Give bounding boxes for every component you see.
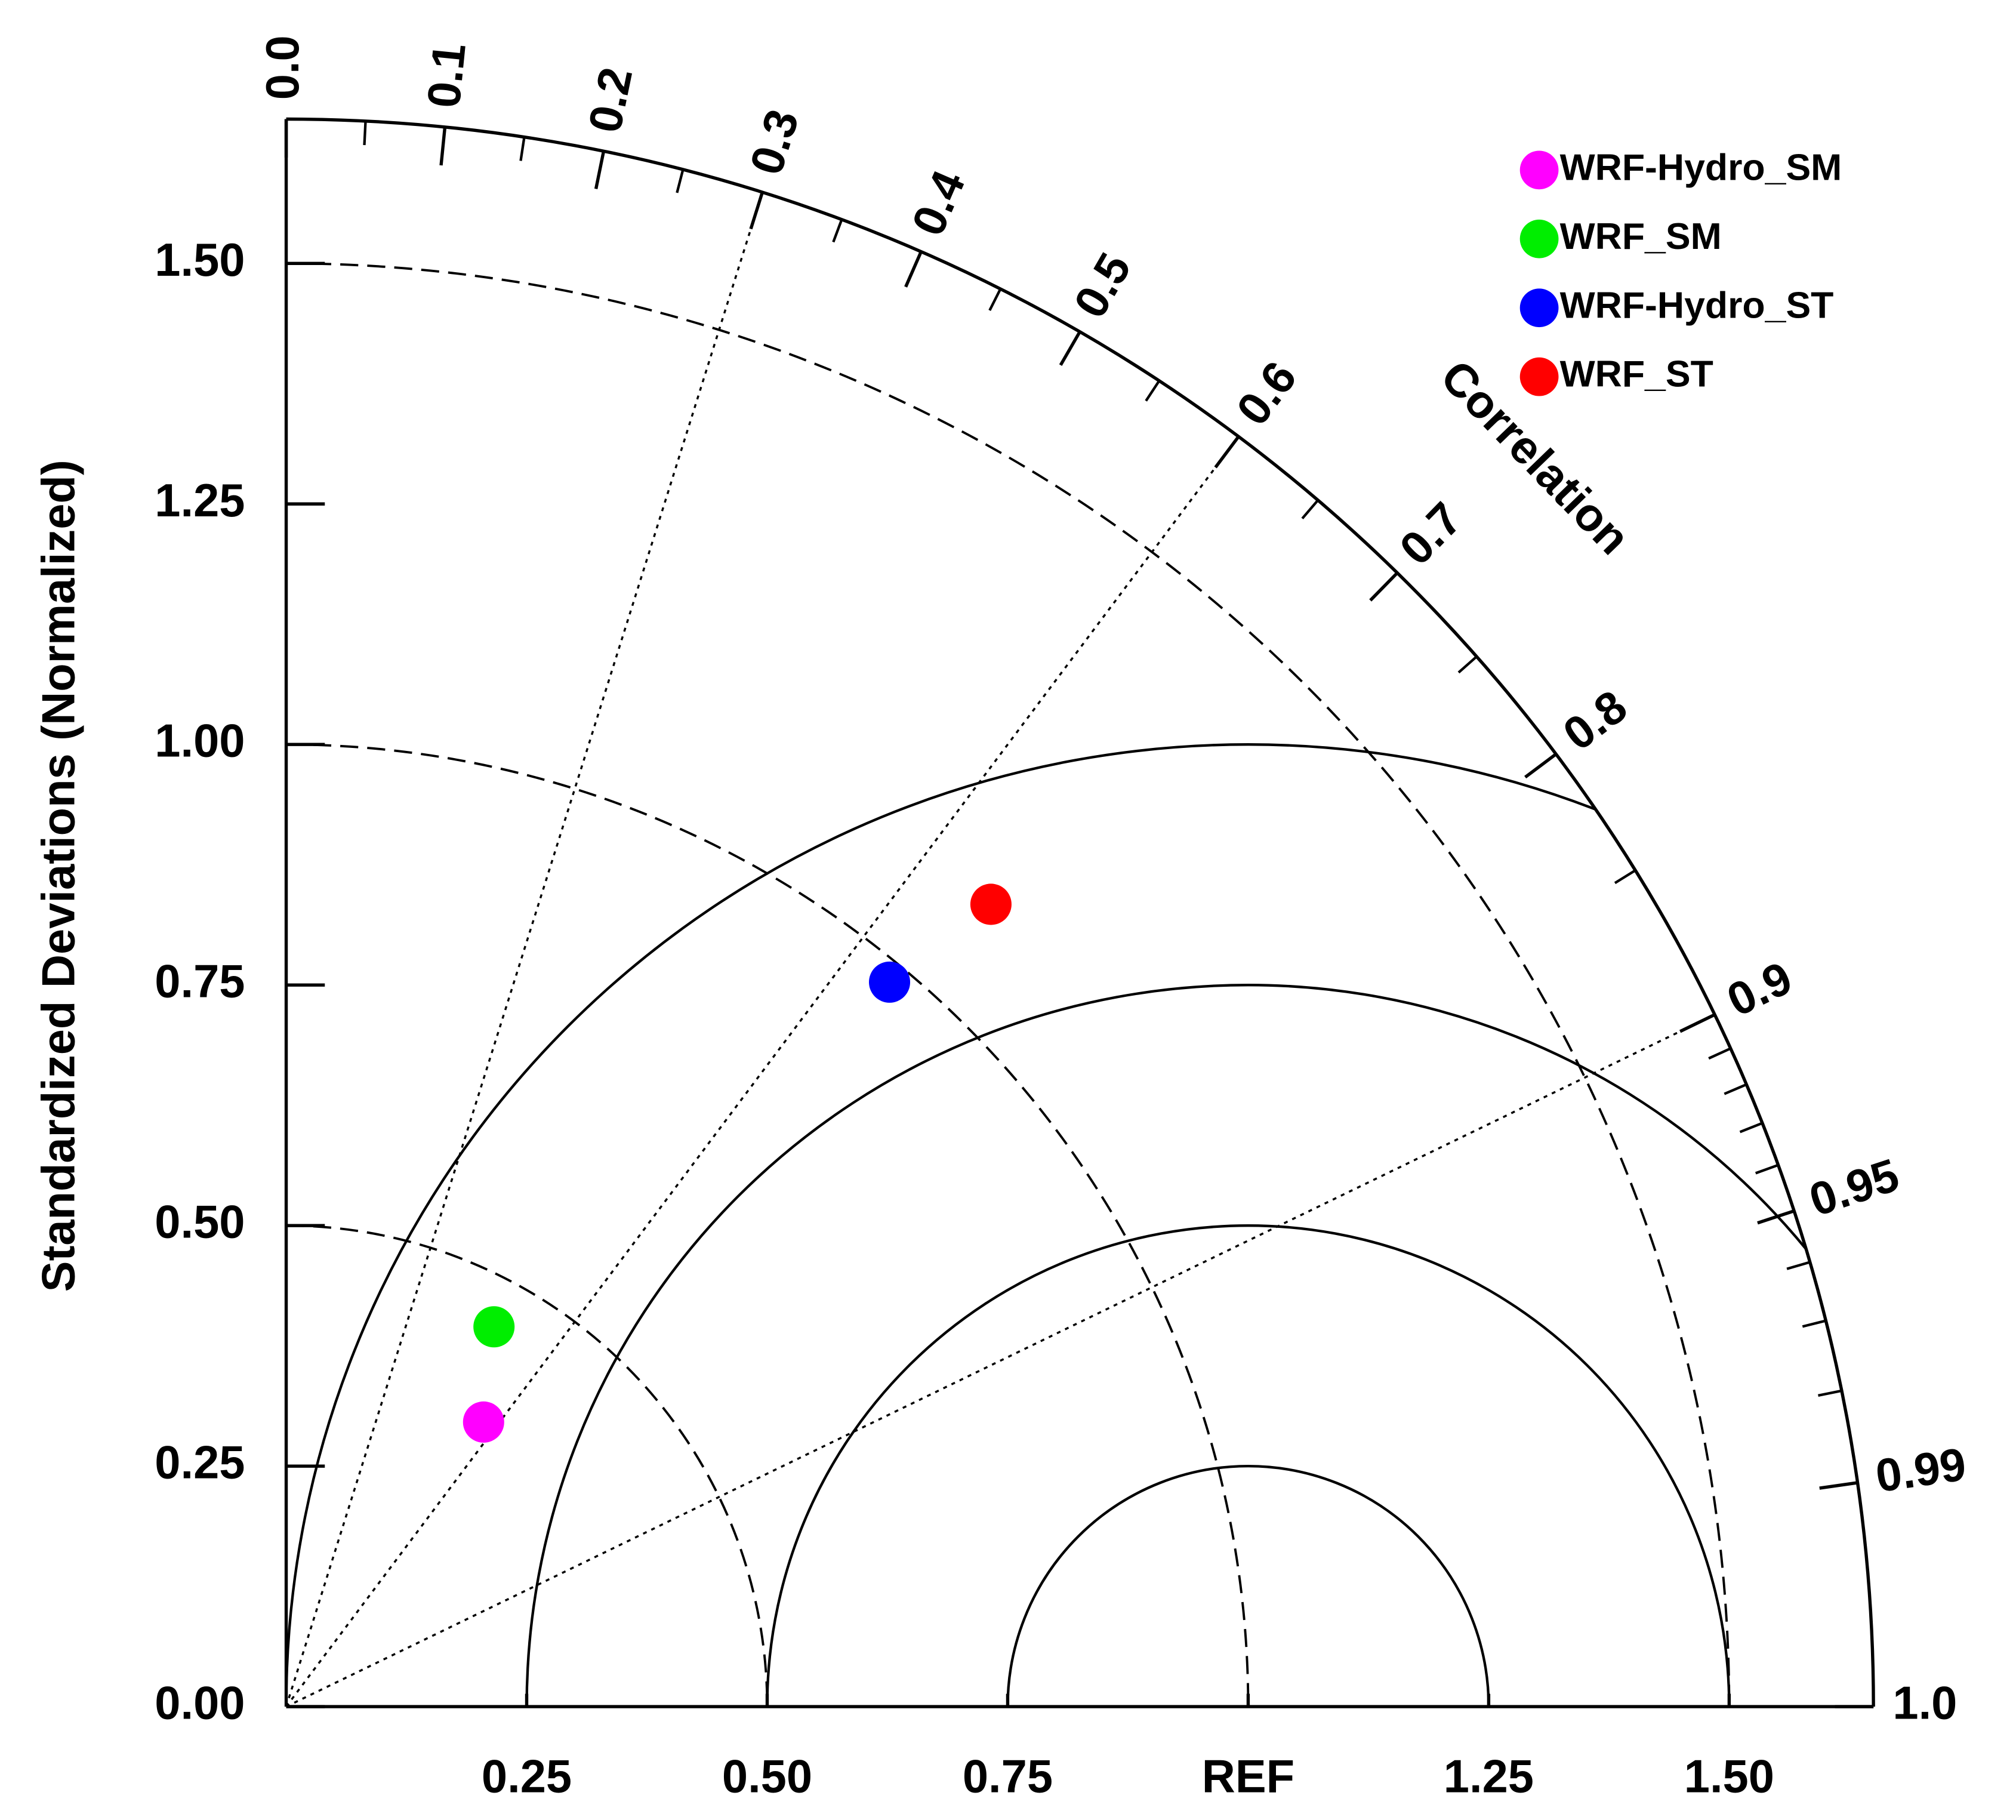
corr-minor-tick	[519, 137, 526, 161]
corr-tick-label: 0.6	[1227, 352, 1307, 435]
corr-tick	[1369, 571, 1399, 602]
corr-minor-tick	[363, 121, 367, 146]
rms-arc	[525, 984, 1874, 1707]
corr-minor-tick	[1802, 1319, 1826, 1328]
std-arc	[286, 262, 1731, 1707]
corr-minor-tick	[676, 169, 685, 193]
y-tick-label: 0.25	[155, 1437, 245, 1489]
legend-label: WRF_ST	[1560, 353, 1713, 395]
corr-tick-label: 0.3	[741, 104, 809, 181]
y-tick-label: 1.25	[155, 475, 245, 526]
corr-minor-tick	[1145, 380, 1161, 402]
corr-tick	[904, 251, 923, 288]
legend-label: WRF_SM	[1560, 215, 1722, 257]
std-arc	[286, 743, 1250, 1707]
corr-minor-tick	[1786, 1261, 1811, 1270]
corr-tick	[1819, 1481, 1858, 1490]
rms-arc	[1006, 1464, 1490, 1707]
legend-marker	[1519, 219, 1559, 258]
corr-tick-label: 0.99	[1873, 1439, 1969, 1502]
corr-line	[285, 192, 764, 1707]
corr-tick-label: 0.0	[257, 35, 309, 100]
corr-tick-label: 1.0	[1892, 1678, 1957, 1729]
x-tick-label: REF	[1202, 1751, 1294, 1803]
corr-tick-label: 0.2	[579, 63, 642, 137]
data-point	[463, 1401, 504, 1443]
rms-arc	[766, 1224, 1731, 1707]
legend-marker	[1519, 288, 1559, 328]
x-tick-label: 1.50	[1684, 1751, 1774, 1803]
corr-tick-label: 0.9	[1719, 952, 1800, 1026]
x-tick-label: 0.75	[963, 1751, 1053, 1803]
y-tick-label: 0.75	[155, 956, 245, 1008]
std-arc	[286, 1224, 769, 1707]
rms-arc	[286, 743, 1874, 1707]
corr-tick-label: 0.8	[1554, 680, 1636, 760]
corr-minor-tick	[1739, 1122, 1763, 1134]
y-tick-label: 1.00	[155, 716, 245, 767]
corr-tick	[1757, 1209, 1795, 1225]
corr-minor-tick	[1724, 1083, 1747, 1095]
x-tick-label: 0.50	[722, 1751, 812, 1803]
corr-tick-label: 0.5	[1064, 245, 1140, 327]
data-point	[868, 961, 911, 1003]
corr-tick	[1059, 331, 1081, 366]
legend-label: WRF-Hydro_SM	[1560, 146, 1842, 188]
corr-tick-label: 0.95	[1804, 1149, 1905, 1226]
y-tick-label: 1.50	[155, 235, 245, 286]
corr-minor-tick	[988, 288, 1002, 311]
data-point	[970, 883, 1012, 925]
corr-tick-label: 0.1	[418, 41, 475, 110]
corr-minor-tick	[832, 218, 843, 243]
legend-label: WRF-Hydro_ST	[1560, 284, 1834, 326]
data-point	[473, 1306, 515, 1348]
corr-tick	[1214, 435, 1240, 469]
y-axis-title: Standardized Deviations (Normalized)	[33, 460, 85, 1292]
corr-minor-tick	[1457, 655, 1478, 674]
corr-tick-label: 0.7	[1390, 493, 1472, 575]
corr-minor-tick	[1818, 1389, 1842, 1397]
y-tick-label: 0.00	[155, 1678, 245, 1729]
x-tick-label: 1.25	[1444, 1751, 1534, 1803]
legend-marker	[1519, 357, 1559, 396]
corr-tick-label: 0.4	[902, 164, 975, 243]
y-tick-label: 0.50	[155, 1197, 245, 1248]
corr-tick	[1679, 1013, 1716, 1033]
corr-minor-tick	[1614, 869, 1636, 885]
corr-minor-tick	[1301, 499, 1319, 520]
corr-tick	[749, 192, 765, 230]
corr-tick	[439, 127, 447, 166]
corr-tick	[594, 150, 606, 189]
corr-tick	[1524, 753, 1557, 779]
legend-marker	[1519, 150, 1559, 190]
x-tick-label: 0.25	[482, 1751, 572, 1803]
corr-line	[285, 1014, 1715, 1708]
outer-arc	[286, 117, 1875, 1707]
corr-line	[285, 436, 1240, 1708]
corr-minor-tick	[1755, 1163, 1779, 1175]
corr-minor-tick	[1708, 1047, 1731, 1060]
